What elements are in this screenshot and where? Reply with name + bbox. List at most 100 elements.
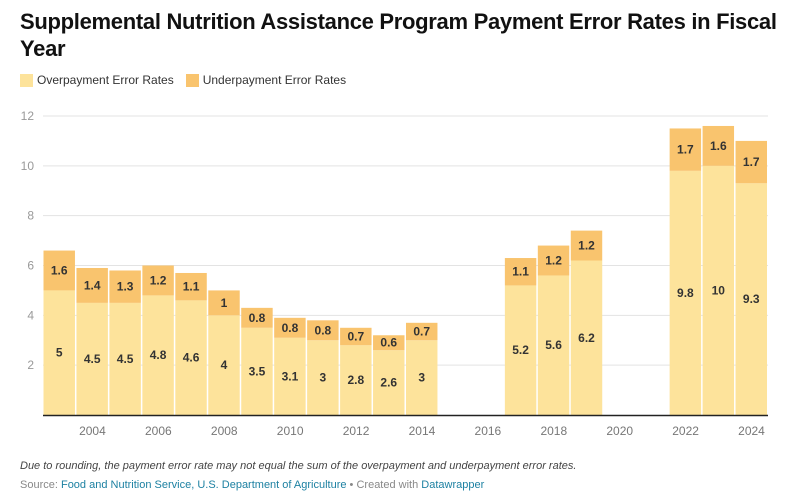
data-label-overpayment: 3.5 xyxy=(249,364,266,378)
data-label-overpayment: 5 xyxy=(56,346,63,360)
bar-overpayment xyxy=(307,340,339,415)
bar-overpayment xyxy=(669,170,702,415)
data-label-overpayment: 4.5 xyxy=(117,352,134,366)
data-label-underpayment: 0.7 xyxy=(347,330,364,344)
data-label-overpayment: 10 xyxy=(712,283,726,297)
legend-label-overpayment: Overpayment Error Rates xyxy=(37,73,174,87)
bar-underpayment xyxy=(406,322,438,341)
footnote: Due to rounding, the payment error rate … xyxy=(20,460,577,472)
bar-overpayment xyxy=(76,302,108,415)
bar-underpayment xyxy=(340,327,372,346)
bar-underpayment xyxy=(76,267,108,303)
legend-item-overpayment: Overpayment Error Rates xyxy=(20,73,174,87)
data-label-overpayment: 6.2 xyxy=(578,331,595,345)
bar-underpayment xyxy=(735,140,767,184)
bars xyxy=(43,125,767,415)
x-tick-label: 2004 xyxy=(79,424,106,438)
data-label-underpayment: 1.2 xyxy=(150,273,167,287)
data-label-overpayment: 4.8 xyxy=(150,348,167,362)
y-tick-label: 6 xyxy=(27,259,34,273)
source-prefix: Source: xyxy=(20,479,61,491)
bar-overpayment xyxy=(702,165,735,415)
data-label-underpayment: 0.7 xyxy=(413,325,430,339)
bar-labels: 5 1.6 4.5 1.4 4.5 1.3 4.8 1.2 4.6 1.1 4 1 3.5 0.8 3.1 0… xyxy=(51,139,760,390)
data-label-underpayment: 1 xyxy=(221,296,228,310)
bar-underpayment xyxy=(109,270,141,303)
bar-underpayment xyxy=(274,317,306,338)
data-label-underpayment: 1.4 xyxy=(84,278,101,292)
x-tick-label: 2008 xyxy=(211,424,238,438)
bar-overpayment xyxy=(504,285,537,415)
bar-overpayment xyxy=(142,295,174,415)
legend-swatch-overpayment xyxy=(20,73,33,87)
data-label-overpayment: 5.2 xyxy=(512,343,529,357)
data-label-underpayment: 1.7 xyxy=(743,155,760,169)
bar-overpayment xyxy=(735,183,767,415)
chart-title: Supplemental Nutrition Assistance Progra… xyxy=(20,9,777,61)
x-tick-label: 2020 xyxy=(606,424,633,438)
data-label-overpayment: 3 xyxy=(418,371,425,385)
bar-underpayment xyxy=(307,320,339,341)
bar-underpayment xyxy=(175,272,207,301)
data-label-underpayment: 1.6 xyxy=(51,263,68,277)
data-label-overpayment: 2.6 xyxy=(380,376,397,390)
legend-label-underpayment: Underpayment Error Rates xyxy=(202,73,347,87)
source-line: Source: Food and Nutrition Service, U.S.… xyxy=(20,479,484,491)
bar-overpayment xyxy=(570,260,603,415)
bar-overpayment xyxy=(241,327,273,415)
bar-overpayment xyxy=(340,345,372,415)
data-label-overpayment: 9.3 xyxy=(743,292,760,306)
x-tick-label: 2022 xyxy=(672,424,699,438)
bar-underpayment xyxy=(241,307,273,328)
source-separator: • Created with xyxy=(346,479,422,491)
bar-underpayment xyxy=(373,335,405,351)
data-label-underpayment: 1.6 xyxy=(710,139,727,153)
bar-underpayment xyxy=(570,230,603,261)
bar-underpayment xyxy=(537,245,570,276)
data-label-underpayment: 1.1 xyxy=(512,265,529,279)
data-label-underpayment: 1.2 xyxy=(545,254,562,268)
y-tick-label: 4 xyxy=(27,308,34,322)
x-tick-label: 2014 xyxy=(409,424,436,438)
x-tick-label: 2012 xyxy=(343,424,370,438)
legend: Overpayment Error Rates Underpayment Err… xyxy=(20,73,358,87)
bar-overpayment xyxy=(109,302,141,415)
data-label-underpayment: 1.3 xyxy=(117,280,134,294)
bar-overpayment xyxy=(43,290,75,415)
y-tick-label: 8 xyxy=(27,209,34,223)
bar-underpayment xyxy=(504,258,537,286)
data-label-underpayment: 0.8 xyxy=(315,323,332,337)
data-label-overpayment: 3 xyxy=(320,371,327,385)
x-tick-label: 2006 xyxy=(145,424,172,438)
x-tick-label: 2016 xyxy=(475,424,502,438)
data-label-overpayment: 4.6 xyxy=(183,351,200,365)
bar-overpayment xyxy=(175,300,207,415)
bar-overpayment xyxy=(208,315,240,415)
bar-overpayment xyxy=(406,340,438,415)
x-tick-label: 2010 xyxy=(277,424,304,438)
bar-overpayment xyxy=(274,337,306,415)
data-label-overpayment: 5.6 xyxy=(545,338,562,352)
bar-underpayment xyxy=(669,128,702,171)
bar-underpayment xyxy=(702,125,735,166)
data-label-overpayment: 4 xyxy=(221,358,228,372)
datawrapper-link[interactable]: Datawrapper xyxy=(421,479,485,491)
data-label-overpayment: 2.8 xyxy=(347,373,364,387)
bar-underpayment xyxy=(43,250,75,291)
stacked-bar-chart: 2 4 6 8 10 12 5 1.6 4.5 1.4 4.5 1.3 4.8 1.2 4.6 1.1 4 1 3… xyxy=(21,109,768,438)
legend-swatch-underpayment xyxy=(185,73,199,87)
bar-overpayment xyxy=(373,350,405,415)
legend-item-underpayment: Underpayment Error Rates xyxy=(185,73,347,87)
data-label-overpayment: 9.8 xyxy=(677,286,694,300)
data-label-overpayment: 3.1 xyxy=(282,369,299,383)
data-label-underpayment: 1.7 xyxy=(677,143,694,157)
source-link[interactable]: Food and Nutrition Service, U.S. Departm… xyxy=(60,479,347,491)
y-axis-ticks: 2 4 6 8 10 12 xyxy=(21,109,35,372)
y-tick-label: 10 xyxy=(21,159,35,173)
x-axis-ticks: 2004 2006 2008 2010 2012 2014 2016 2018 2020 2022… xyxy=(79,424,765,438)
data-label-underpayment: 0.8 xyxy=(282,321,299,335)
y-tick-label: 2 xyxy=(27,358,34,372)
data-label-overpayment: 4.5 xyxy=(84,352,101,366)
bar-overpayment xyxy=(537,275,570,415)
x-tick-label: 2018 xyxy=(540,424,567,438)
